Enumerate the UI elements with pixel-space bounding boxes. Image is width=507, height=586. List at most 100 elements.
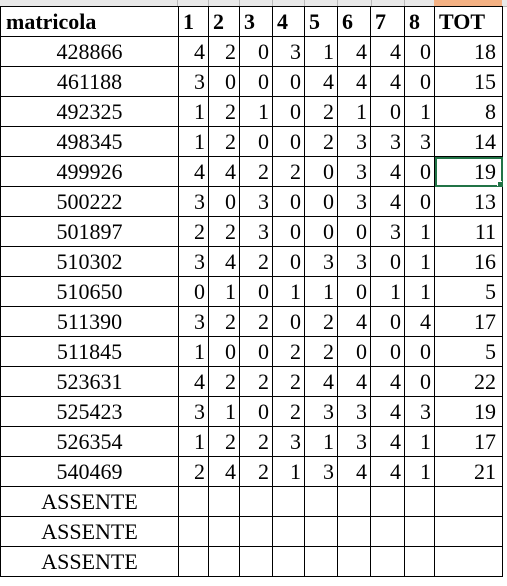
score-cell-q1[interactable]: 1	[178, 336, 209, 367]
score-cell-q4[interactable]	[272, 546, 305, 577]
score-cell-q3[interactable]: 0	[239, 36, 273, 67]
score-cell-q4[interactable]: 0	[272, 246, 305, 277]
score-cell-q1[interactable]: 1	[178, 426, 209, 457]
score-cell-q5[interactable]	[304, 486, 338, 517]
matricola-cell[interactable]: 526354	[0, 426, 179, 457]
score-cell-q4[interactable]: 0	[272, 216, 305, 247]
score-cell-q6[interactable]	[337, 546, 371, 577]
score-cell-q1[interactable]: 4	[178, 366, 209, 397]
header-q7[interactable]: 7	[370, 6, 405, 37]
score-cell-q7[interactable]: 4	[370, 36, 405, 67]
score-cell-q5[interactable]: 3	[304, 456, 338, 487]
score-cell-q2[interactable]: 4	[208, 156, 240, 187]
header-q8[interactable]: 8	[404, 6, 435, 37]
tot-cell[interactable]: 17	[434, 426, 503, 457]
score-cell-q5[interactable]	[304, 546, 338, 577]
score-cell-q2[interactable]: 2	[208, 36, 240, 67]
score-cell-q6[interactable]: 0	[337, 216, 371, 247]
score-cell-q5[interactable]: 1	[304, 426, 338, 457]
score-cell-q5[interactable]: 0	[304, 216, 338, 247]
matricola-cell[interactable]: 523631	[0, 366, 179, 397]
score-cell-q6[interactable]: 3	[337, 186, 371, 217]
selected-column-header[interactable]	[434, 0, 502, 6]
score-cell-q7[interactable]: 0	[370, 336, 405, 367]
tot-cell[interactable]: 15	[434, 66, 503, 97]
score-cell-q8[interactable]: 0	[404, 366, 435, 397]
matricola-cell[interactable]: 511390	[0, 306, 179, 337]
score-cell-q2[interactable]: 1	[208, 276, 240, 307]
score-cell-q1[interactable]: 1	[178, 96, 209, 127]
score-cell-q4[interactable]: 0	[272, 96, 305, 127]
tot-cell[interactable]: 8	[434, 96, 503, 127]
score-cell-q8[interactable]: 0	[404, 36, 435, 67]
score-cell-q4[interactable]: 3	[272, 426, 305, 457]
score-cell-q7[interactable]: 0	[370, 96, 405, 127]
score-cell-q1[interactable]	[178, 546, 209, 577]
score-cell-q2[interactable]: 2	[208, 126, 240, 157]
score-cell-q8[interactable]	[404, 546, 435, 577]
header-q6[interactable]: 6	[337, 6, 371, 37]
score-cell-q5[interactable]	[304, 516, 338, 547]
header-q5[interactable]: 5	[304, 6, 338, 37]
score-cell-q4[interactable]: 2	[272, 366, 305, 397]
score-cell-q1[interactable]: 3	[178, 186, 209, 217]
score-cell-q4[interactable]: 0	[272, 186, 305, 217]
score-cell-q5[interactable]: 3	[304, 246, 338, 277]
score-cell-q2[interactable]: 2	[208, 216, 240, 247]
score-cell-q1[interactable]: 3	[178, 306, 209, 337]
tot-cell[interactable]	[434, 486, 503, 517]
matricola-cell[interactable]: 510650	[0, 276, 179, 307]
score-cell-q3[interactable]: 2	[239, 246, 273, 277]
score-cell-q2[interactable]: 0	[208, 336, 240, 367]
score-cell-q5[interactable]: 2	[304, 96, 338, 127]
score-cell-q8[interactable]: 4	[404, 306, 435, 337]
tot-cell[interactable]: 19	[434, 396, 503, 427]
score-cell-q5[interactable]: 2	[304, 336, 338, 367]
score-cell-q5[interactable]: 0	[304, 186, 338, 217]
score-cell-q6[interactable]: 4	[337, 456, 371, 487]
score-cell-q8[interactable]: 3	[404, 396, 435, 427]
header-tot[interactable]: TOT	[434, 6, 503, 37]
score-cell-q5[interactable]: 3	[304, 396, 338, 427]
score-cell-q6[interactable]: 0	[337, 336, 371, 367]
score-cell-q8[interactable]: 1	[404, 96, 435, 127]
matricola-cell[interactable]: 540469	[0, 456, 179, 487]
score-cell-q3[interactable]	[239, 486, 273, 517]
score-cell-q6[interactable]: 4	[337, 36, 371, 67]
header-matricola[interactable]: matricola	[0, 6, 179, 37]
score-cell-q3[interactable]: 0	[239, 336, 273, 367]
score-cell-q5[interactable]: 0	[304, 156, 338, 187]
score-cell-q2[interactable]: 4	[208, 456, 240, 487]
score-cell-q7[interactable]	[370, 486, 405, 517]
tot-cell[interactable]: 22	[434, 366, 503, 397]
matricola-cell[interactable]: ASSENTE	[0, 516, 179, 547]
score-cell-q2[interactable]: 2	[208, 426, 240, 457]
matricola-cell[interactable]: 492325	[0, 96, 179, 127]
matricola-cell[interactable]: 499926	[0, 156, 179, 187]
score-cell-q7[interactable]: 4	[370, 366, 405, 397]
header-q1[interactable]: 1	[178, 6, 209, 37]
score-cell-q2[interactable]	[208, 516, 240, 547]
score-cell-q8[interactable]: 1	[404, 276, 435, 307]
tot-cell[interactable]	[434, 546, 503, 577]
score-cell-q4[interactable]	[272, 516, 305, 547]
score-cell-q1[interactable]: 2	[178, 216, 209, 247]
score-cell-q1[interactable]: 4	[178, 36, 209, 67]
score-cell-q4[interactable]	[272, 486, 305, 517]
score-cell-q7[interactable]: 0	[370, 306, 405, 337]
tot-cell[interactable]	[434, 516, 503, 547]
score-cell-q6[interactable]: 3	[337, 426, 371, 457]
matricola-cell[interactable]: 498345	[0, 126, 179, 157]
score-cell-q3[interactable]: 3	[239, 216, 273, 247]
score-cell-q2[interactable]: 2	[208, 306, 240, 337]
score-cell-q7[interactable]: 3	[370, 216, 405, 247]
score-cell-q8[interactable]: 0	[404, 336, 435, 367]
score-cell-q4[interactable]: 0	[272, 306, 305, 337]
score-cell-q3[interactable]: 2	[239, 306, 273, 337]
score-cell-q2[interactable]: 2	[208, 366, 240, 397]
tot-cell[interactable]: 16	[434, 246, 503, 277]
score-cell-q8[interactable]: 1	[404, 246, 435, 277]
matricola-cell[interactable]: ASSENTE	[0, 486, 179, 517]
score-cell-q3[interactable]: 2	[239, 456, 273, 487]
score-cell-q2[interactable]	[208, 486, 240, 517]
